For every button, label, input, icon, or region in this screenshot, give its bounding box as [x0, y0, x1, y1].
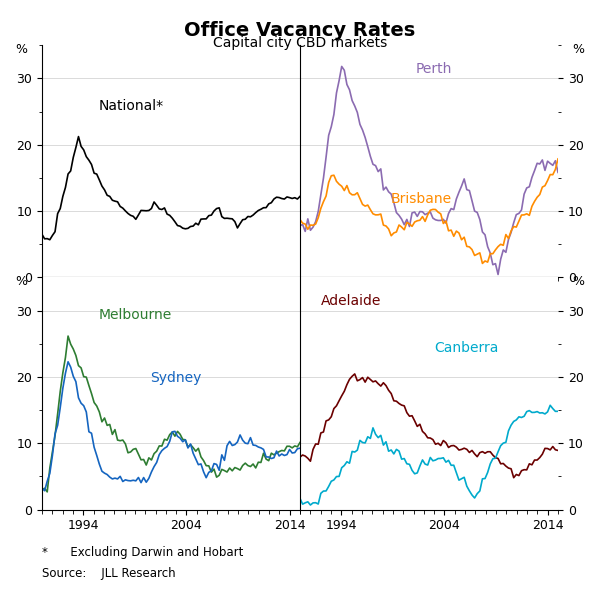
- Text: Office Vacancy Rates: Office Vacancy Rates: [184, 21, 416, 40]
- Text: Source:    JLL Research: Source: JLL Research: [42, 567, 176, 580]
- Text: Adelaide: Adelaide: [320, 294, 381, 308]
- Text: National*: National*: [99, 99, 164, 113]
- Text: Canberra: Canberra: [434, 341, 499, 355]
- Text: Melbourne: Melbourne: [99, 308, 172, 322]
- Y-axis label: %: %: [16, 275, 28, 288]
- Text: Brisbane: Brisbane: [391, 192, 451, 206]
- Text: Sydney: Sydney: [151, 371, 202, 385]
- Y-axis label: %: %: [572, 43, 584, 56]
- Y-axis label: %: %: [572, 275, 584, 288]
- Text: Capital city CBD markets: Capital city CBD markets: [213, 36, 387, 50]
- Y-axis label: %: %: [16, 43, 28, 56]
- Text: *      Excluding Darwin and Hobart: * Excluding Darwin and Hobart: [42, 546, 244, 559]
- Text: Perth: Perth: [416, 62, 452, 76]
